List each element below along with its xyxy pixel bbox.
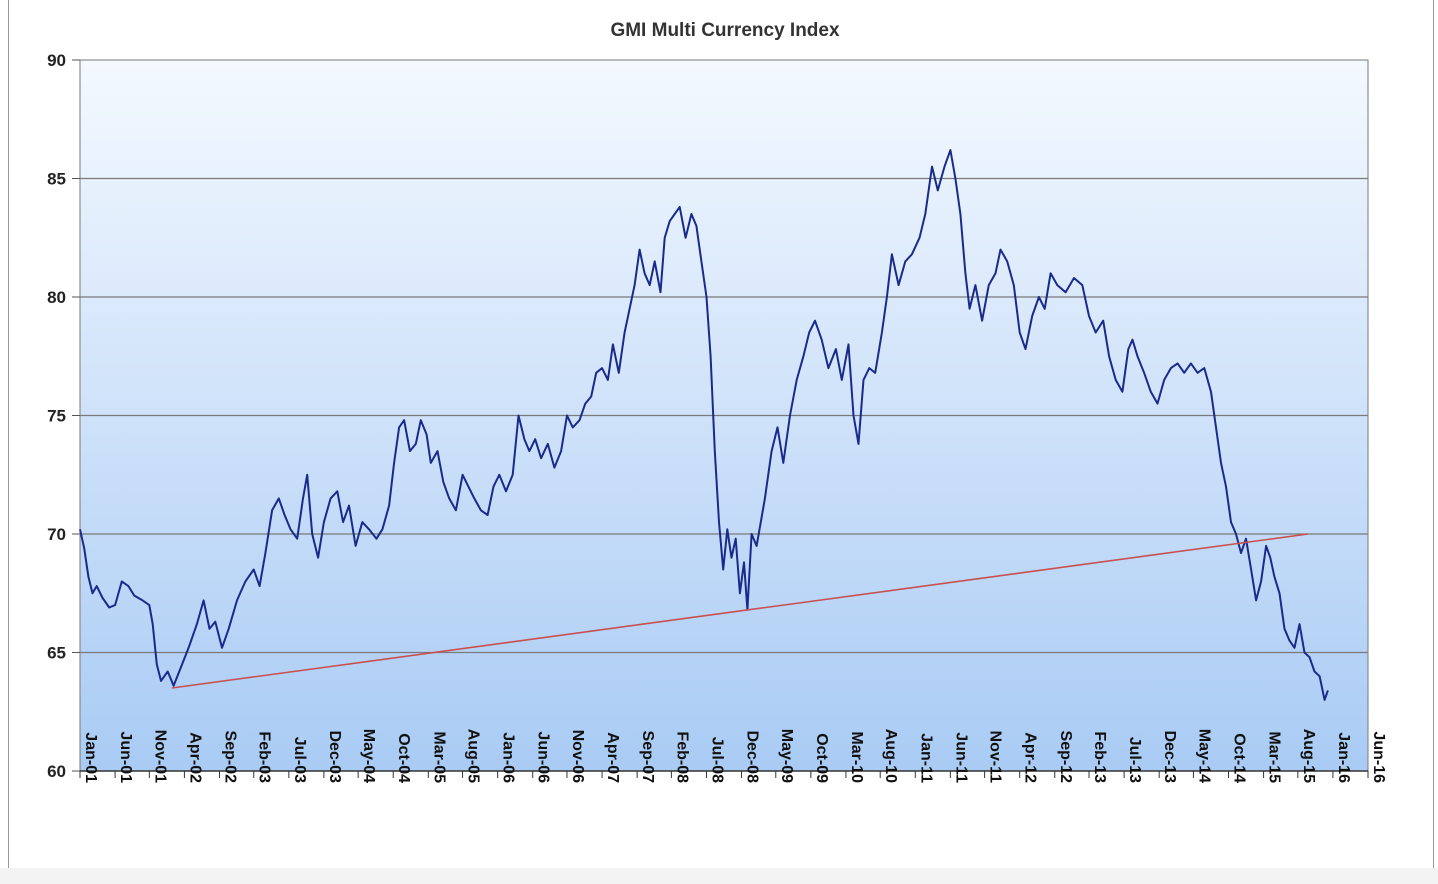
x-tick-label: Apr-12 — [1022, 732, 1039, 783]
x-tick-label: Mar-10 — [848, 731, 865, 783]
x-tick-label: Dec-13 — [1161, 731, 1178, 784]
x-tick-label: Aug-15 — [1300, 729, 1317, 783]
x-tick-label: Oct-14 — [1231, 733, 1248, 783]
y-tick-label: 90 — [47, 51, 66, 70]
x-tick-label: Apr-02 — [186, 732, 203, 783]
x-tick-label: Dec-03 — [326, 731, 343, 784]
x-tick-label: Apr-07 — [604, 732, 621, 783]
x-tick-label: Nov-11 — [987, 731, 1004, 784]
x-tick-label: Jun-11 — [952, 732, 969, 783]
x-tick-label: Jan-01 — [82, 732, 99, 783]
x-tick-label: Jul-13 — [1126, 737, 1143, 783]
x-tick-label: Mar-15 — [1266, 731, 1283, 783]
x-tick-label: Aug-05 — [465, 729, 482, 783]
x-tick-label: Sep-02 — [221, 731, 238, 784]
y-tick-label: 65 — [47, 644, 66, 663]
x-tick-label: Feb-08 — [673, 731, 690, 783]
x-tick-label: Mar-05 — [430, 731, 447, 783]
x-tick-label: Jun-16 — [1370, 731, 1387, 783]
y-tick-label: 75 — [47, 407, 66, 426]
x-tick-label: Jun-06 — [535, 731, 552, 783]
bottom-band — [0, 868, 1438, 884]
x-tick-label: Nov-06 — [569, 730, 586, 783]
trendline — [171, 533, 1309, 689]
x-axis: Jan-01 Jun-01 Nov-01 Apr-02 Sep-02 Feb-03 Jul-… — [79, 729, 1387, 784]
x-tick-label: Jan-16 — [1335, 732, 1352, 783]
x-tick-label: Sep-07 — [639, 731, 656, 784]
x-tick-label: Jan-06 — [500, 732, 517, 783]
x-tick-label: Oct-04 — [395, 733, 412, 783]
x-tick-label: Jan-11 — [917, 733, 934, 783]
x-tick-label: Oct-09 — [813, 733, 830, 783]
y-tick-label: 60 — [47, 762, 66, 781]
series-lines — [79, 149, 1329, 701]
x-tick-label: Aug-10 — [882, 729, 899, 783]
left-frame-border — [8, 0, 9, 868]
x-tick-label: Nov-01 — [151, 730, 168, 783]
x-tick-label: Jun-01 — [117, 731, 134, 783]
index-series-line — [79, 149, 1329, 701]
x-tick-label: Jul-08 — [708, 737, 725, 783]
x-tick-label: Feb-03 — [256, 731, 273, 783]
y-tick-label: 70 — [47, 525, 66, 544]
x-tick-label: May-04 — [360, 729, 377, 783]
x-tick-label: Feb-13 — [1091, 731, 1108, 783]
y-tick-label: 80 — [47, 288, 66, 307]
x-tick-label: Sep-12 — [1057, 731, 1074, 784]
y-tick-label: 85 — [47, 170, 66, 189]
x-tick-label: May-09 — [778, 729, 795, 783]
y-axis-tick-labels: 60 65 70 75 80 85 90 — [47, 51, 80, 781]
right-frame-border — [1433, 0, 1434, 868]
x-tick-label: May-14 — [1195, 729, 1212, 783]
x-tick-label: Jul-03 — [291, 737, 308, 783]
x-tick-label: Dec-08 — [744, 731, 761, 784]
chart-title: GMI Multi Currency Index — [610, 20, 840, 41]
